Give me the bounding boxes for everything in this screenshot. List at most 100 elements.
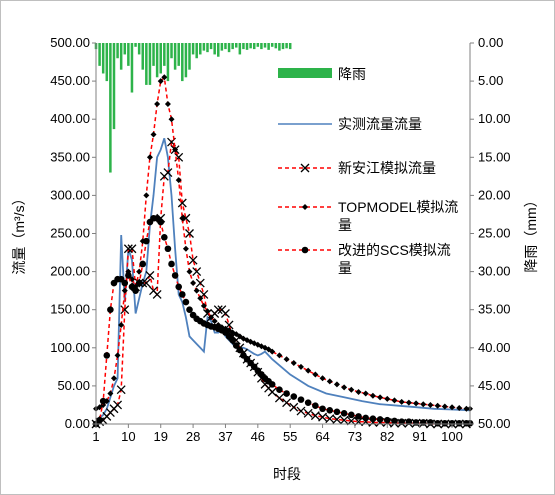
x-marker [339, 415, 349, 425]
circle-marker [326, 406, 334, 414]
diamond-marker [204, 308, 211, 315]
diamond-marker [369, 392, 376, 399]
diamond-marker [456, 404, 463, 411]
diamond-marker [341, 384, 348, 391]
diamond-marker [164, 100, 171, 107]
diamond-marker [114, 352, 121, 359]
circle-marker [276, 386, 283, 394]
x-tick-label: 55 [283, 429, 297, 444]
diamond-marker [168, 116, 175, 123]
rain-bar [173, 43, 177, 70]
diamond-marker [319, 375, 326, 382]
axes [92, 42, 474, 428]
diamond-marker [290, 360, 297, 367]
circle-marker [319, 405, 326, 413]
x-marker [296, 406, 306, 416]
circle-marker [340, 410, 348, 417]
legend-swatch-rain [278, 68, 332, 78]
circle-marker [283, 390, 290, 397]
diamond-marker [154, 100, 161, 107]
x-tick-label: 28 [186, 429, 200, 444]
rain-bar [137, 43, 141, 55]
circle-marker [348, 411, 355, 419]
rain-bar [184, 43, 188, 78]
y-axis-label: 流量（m³/s） [11, 191, 27, 274]
rain-bar [188, 43, 191, 70]
y2-tick-label: 40.00 [478, 340, 511, 355]
diamond-marker [150, 131, 157, 138]
diamond-marker [391, 397, 398, 404]
rain-bar [227, 43, 231, 53]
circle-marker [301, 246, 309, 254]
circle-marker [161, 234, 168, 241]
diamond-marker [463, 405, 470, 412]
x-tick-label: 82 [380, 429, 394, 444]
diamond-marker [362, 390, 369, 397]
rain-bar [245, 43, 249, 50]
diamond-marker [348, 386, 355, 393]
diamond-marker [110, 375, 117, 382]
diamond-marker [302, 204, 308, 210]
diamond-marker [355, 388, 362, 395]
x-marker [177, 198, 187, 208]
circle-marker [139, 260, 147, 268]
rain-bar [256, 43, 260, 47]
circle-marker [398, 418, 405, 426]
diamond-marker [172, 146, 179, 153]
circle-marker [405, 418, 413, 426]
rain-bar [148, 43, 152, 85]
y-tick-label: 0.00 [65, 416, 90, 431]
diamond-marker [441, 403, 448, 410]
circle-marker [179, 291, 186, 298]
y-tick-label: 100.00 [50, 340, 90, 355]
y2-tick-label: 45.00 [478, 378, 511, 393]
diamond-marker [420, 401, 427, 408]
diamond-marker [107, 390, 114, 397]
rain-bar [231, 43, 234, 50]
circle-marker [121, 279, 129, 287]
x-marker [303, 408, 313, 418]
diamond-marker [427, 401, 434, 408]
x-marker [163, 168, 173, 177]
y2-tick-label: 50.00 [478, 416, 511, 431]
series-undefined [95, 138, 471, 421]
circle-marker [448, 419, 456, 427]
x-marker [120, 305, 130, 315]
diamond-marker [312, 371, 319, 378]
diamond-marker [118, 321, 125, 328]
rain-bar [127, 43, 130, 66]
diamond-marker [377, 394, 384, 401]
legend-label: 降雨 [338, 66, 366, 82]
rain-bar [213, 43, 216, 55]
circle-marker [164, 245, 172, 253]
series-line [95, 75, 470, 410]
rain-bar [202, 43, 206, 51]
circle-marker [369, 415, 377, 422]
diamond-marker [208, 314, 215, 321]
x-marker [195, 278, 205, 288]
diamond-marker [326, 378, 333, 385]
diamond-marker [182, 245, 189, 252]
y2-tick-label: 0.00 [478, 35, 503, 50]
circle-marker [186, 306, 193, 314]
x-tick-label: 19 [153, 429, 167, 444]
circle-marker [157, 218, 165, 226]
y-tick-label: 200.00 [50, 264, 90, 279]
diamond-marker [283, 356, 290, 363]
y2-tick-label: 10.00 [478, 111, 511, 126]
x-marker [325, 414, 335, 424]
diamond-marker [384, 395, 391, 402]
circle-marker [103, 352, 111, 359]
circle-marker [182, 298, 190, 306]
y2-tick-labels: 50.00 45.00 40.00 35.00 30.00 25.00 20.00 15.00… [478, 35, 511, 431]
rain-bar [285, 43, 288, 49]
x-marker [310, 411, 320, 421]
rain-bar [234, 43, 238, 48]
x-tick-label: 37 [218, 429, 232, 444]
diamond-marker [200, 302, 207, 309]
circle-marker [143, 237, 150, 245]
rain-bar [260, 43, 263, 50]
rain-bar [145, 43, 148, 85]
legend-label: TOPMODEL模拟流量 [338, 199, 458, 233]
